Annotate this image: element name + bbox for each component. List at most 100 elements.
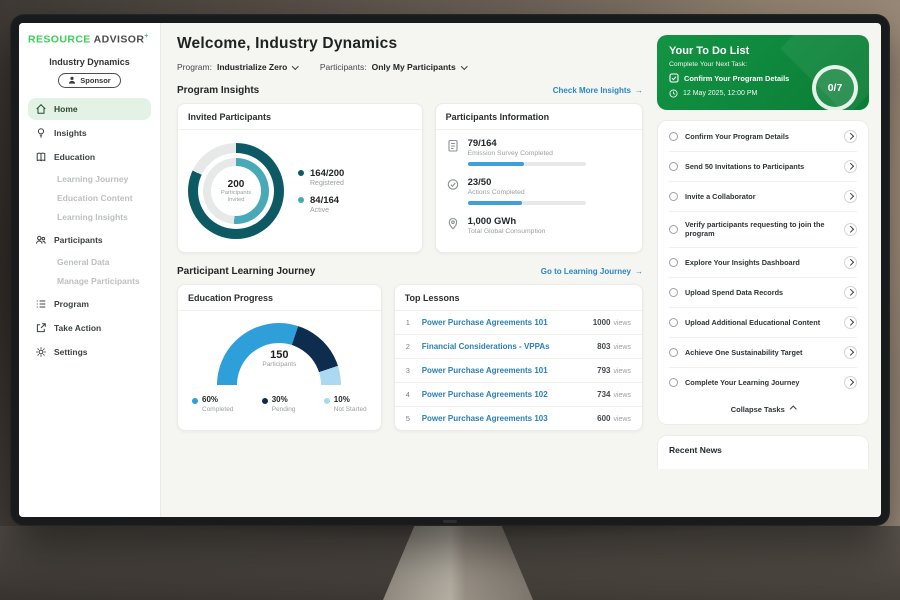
task-row[interactable]: Confirm Your Program Details [669,122,857,152]
emission-survey-progressbar [467,162,586,166]
collapse-tasks-button[interactable]: Collapse Tasks [669,397,857,423]
legend-item-completed: 60% Completed [192,395,233,413]
info-row-actions: 23/50 Actions Completed [436,169,642,208]
pending-dot [261,397,268,404]
task-checkbox[interactable] [669,347,678,357]
todo-panel: Your To Do List Complete Your Next Task:… [655,23,881,517]
legend-item-registered: 164/200 Registered [298,168,344,187]
task-row[interactable]: Complete Your Learning Journey [669,368,857,397]
todo-progress-ring: 0/7 [812,65,858,110]
book-icon [36,152,46,161]
task-row[interactable]: Explore Your Insights Dashboard [669,248,857,278]
lesson-row: 2 Financial Considerations - VPPAs 803 vi… [394,335,642,359]
task-checkbox[interactable] [669,317,678,327]
actions-progressbar [467,201,586,205]
chevron-down-icon [292,62,299,70]
chevron-up-icon [789,406,797,413]
list-icon [36,299,46,308]
lesson-row: 4 Power Purchase Agreements 102 734 views [394,383,642,407]
task-checkbox[interactable] [669,287,678,297]
sidebar-item-learning-insights[interactable]: Learning Insights [57,212,128,222]
card-title: Education Progress [178,285,381,311]
sidebar-item-insights[interactable]: Insights [28,122,151,144]
task-checkbox[interactable] [669,192,678,201]
task-checkbox[interactable] [669,377,678,387]
sidebar-item-education[interactable]: Education [28,146,151,168]
lesson-link[interactable]: Financial Considerations - VPPAs [421,342,550,351]
sidebar-item-manage-participants[interactable]: Manage Participants [57,276,140,286]
task-row[interactable]: Upload Spend Data Records [669,278,857,308]
sidebar-item-general-data[interactable]: General Data [57,257,110,267]
lesson-link[interactable]: Power Purchase Agreements 102 [421,390,548,399]
lesson-link[interactable]: Power Purchase Agreements 103 [421,414,548,423]
survey-icon [448,139,458,152]
todo-title: Your To Do List [669,45,750,57]
participants-filter-dropdown[interactable]: Participants: Only My Participants [320,62,468,72]
chevron-right-icon[interactable] [844,285,857,299]
chevron-right-icon[interactable] [844,130,857,143]
completed-dot [192,397,198,404]
monitor-bezel: RESOURCE ADVISOR+ Industry Dynamics Spon… [10,14,890,526]
checkbox-icon[interactable] [669,73,679,83]
task-checkbox[interactable] [669,162,678,171]
chevron-right-icon[interactable] [844,345,857,359]
learning-journey-section-header: Participant Learning Journey Go to Learn… [177,266,643,277]
person-icon [69,76,76,84]
legend-item-active: 84/164 Active [298,195,344,214]
dashboard-screen: RESOURCE ADVISOR+ Industry Dynamics Spon… [19,23,881,517]
task-checkbox[interactable] [669,257,678,267]
sidebar-item-home[interactable]: Home [28,97,151,120]
invited-donut-outer: 200 Participants Invited [188,143,284,239]
consumption-pin-icon [448,217,457,230]
info-row-emission-survey: 79/164 Emission Survey Completed [436,130,642,169]
program-insights-section-header: Program Insights Check More Insights → [177,85,643,96]
todo-next-task[interactable]: Confirm Your Program Details [669,73,809,83]
sidebar-item-settings[interactable]: Settings [28,341,151,363]
card-title: Invited Participants [178,104,422,130]
sponsor-badge-label: Sponsor [80,75,111,85]
card-title: Participants Information [435,104,642,130]
todo-due-date: 12 May 2025, 12:00 PM [669,89,809,98]
go-to-learning-journey-link[interactable]: Go to Learning Journey → [540,267,643,276]
chevron-right-icon[interactable] [844,222,857,236]
program-filter-dropdown[interactable]: Program: Industrialize Zero [177,62,299,72]
organization-name: Industry Dynamics [49,56,130,67]
chevron-right-icon[interactable] [844,315,857,329]
task-checkbox[interactable] [669,132,678,141]
sidebar-item-take-action[interactable]: Take Action [28,317,151,339]
lesson-link[interactable]: Power Purchase Agreements 101 [421,318,548,327]
task-row[interactable]: Invite a Collaborator [669,182,857,212]
filter-bar: Program: Industrialize Zero Participants… [177,62,643,72]
sidebar-item-program[interactable]: Program [28,293,151,315]
todo-summary-card: Your To Do List Complete Your Next Task:… [657,35,869,110]
chevron-right-icon[interactable] [844,190,857,203]
lesson-link[interactable]: Power Purchase Agreements 101 [421,366,548,375]
lesson-row: 5 Power Purchase Agreements 103 600 views [405,414,631,423]
invited-participants-card: Invited Participants 200 Participants In… [177,103,423,253]
task-row[interactable]: Achieve One Sustainability Target [669,338,857,368]
insights-icon [37,127,45,137]
education-progress-card: Education Progress 150 Participants 60% … [177,284,382,431]
chevron-down-icon [460,62,468,70]
task-row[interactable]: Upload Additional Educational Content [669,308,857,338]
task-checkbox[interactable] [669,224,678,234]
chevron-right-icon[interactable] [844,160,857,173]
invited-donut-center: 200 Participants Invited [211,166,261,216]
todo-task-list: Confirm Your Program Details Send 50 Inv… [657,120,869,425]
sidebar-item-learning-journey[interactable]: Learning Journey [57,174,129,184]
chevron-right-icon[interactable] [844,255,857,269]
recent-news-title: Recent News [669,444,722,455]
sidebar-item-participants[interactable]: Participants [28,229,151,251]
invited-legend: 164/200 Registered 84/164 Active [298,160,344,222]
task-row[interactable]: Verify participants requesting to join t… [669,212,857,248]
lesson-row: 1 Power Purchase Agreements 101 1000 view… [394,311,642,335]
chevron-right-icon[interactable] [844,375,857,389]
recent-news-card: Recent News [657,434,869,469]
education-legend: 60% Completed 30% Pending 10% Not Starte… [178,387,381,425]
active-dot [298,197,304,203]
section-title: Program Insights [177,85,260,96]
sidebar-item-education-content[interactable]: Education Content [57,193,133,203]
task-row[interactable]: Send 50 Invitations to Participants [669,152,857,182]
legend-item-pending: 30% Pending [261,395,296,413]
check-more-insights-link[interactable]: Check More Insights → [552,86,643,95]
